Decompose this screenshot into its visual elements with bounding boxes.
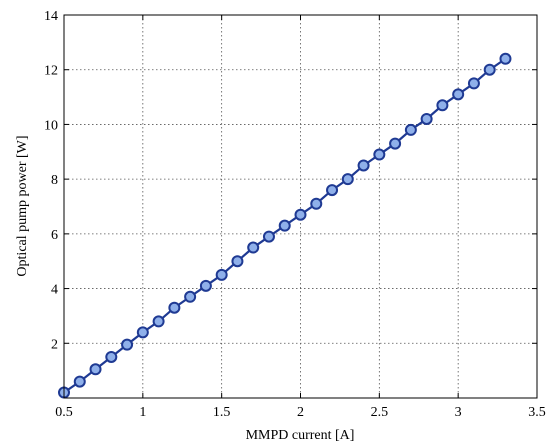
marker-layer [58,52,512,399]
data-point [467,77,480,90]
data-point [483,63,496,76]
x-tick-label: 2.5 [371,405,389,420]
data-point [121,338,134,351]
data-point [326,184,339,197]
x-tick-label: 3.5 [528,405,546,420]
y-tick-label: 10 [44,118,58,133]
data-point [105,350,118,363]
data-point [310,197,323,210]
data-point [420,112,433,125]
data-point [278,219,291,232]
data-point [499,52,512,65]
x-tick-label: 1 [139,405,146,420]
y-tick-label: 14 [44,9,58,24]
y-tick-label: 12 [44,64,58,79]
y-tick-label: 8 [51,173,58,188]
data-point [152,315,165,328]
data-point [452,88,465,101]
data-point [341,173,354,186]
data-point [89,363,102,376]
x-axis-title: MMPD current [A] [246,428,355,443]
data-point [357,159,370,172]
data-point [184,290,197,303]
x-tick-label: 0.5 [55,405,73,420]
x-tick-label: 2 [297,405,304,420]
data-point [404,123,417,136]
data-point [389,137,402,150]
data-point [136,326,149,339]
y-axis-title: Optical pump power [W] [15,135,30,276]
data-point [262,230,275,243]
data-point [373,148,386,161]
grid [64,15,537,398]
ticks: 0.5 1 1.5 2 2.5 3 3.5 2 4 6 8 10 12 14 [44,9,546,420]
data-point [231,255,244,268]
data-point [199,279,212,292]
x-tick-label: 1.5 [213,405,231,420]
data-point [73,375,86,388]
data-point [247,241,260,254]
data-point [215,268,228,281]
x-tick-label: 3 [455,405,462,420]
data-point [168,301,181,314]
y-tick-label: 4 [51,283,58,298]
data-point [436,99,449,112]
data-point [294,208,307,221]
y-tick-label: 6 [51,228,58,243]
y-tick-label: 2 [51,337,58,352]
